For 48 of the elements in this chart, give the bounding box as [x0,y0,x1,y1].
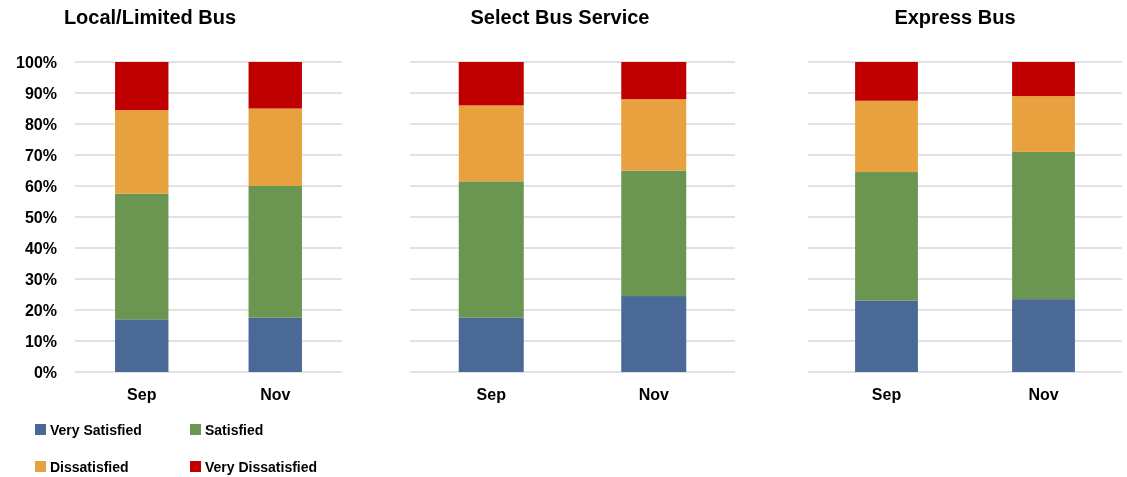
y-tick-label: 0% [33,363,57,381]
y-tick-label: 20% [24,301,57,319]
bar [1012,62,1075,97]
y-tick-label: 40% [24,239,57,257]
bar [248,108,302,186]
bar [621,62,687,100]
bar [855,172,918,301]
bar [855,62,918,101]
bar [1012,299,1075,372]
y-tick-label: 90% [24,84,57,102]
y-tick-label: 10% [24,332,57,350]
bar [1012,151,1075,300]
chart-title: Local/Limited Bus [63,6,237,28]
y-tick-label: 30% [24,270,57,288]
legend-label: Dissatisfied [50,458,129,475]
bar [115,62,169,111]
legend-label: Very Satisfied [50,421,142,438]
bar [248,317,302,372]
x-tick-label: Nov [1028,386,1059,403]
chart-title: Select Bus Service [470,6,650,28]
chart-title: Express Bus [894,6,1016,28]
bar [115,319,169,372]
bar [621,296,687,372]
bar [621,170,687,297]
y-tick-label: 100% [16,53,57,71]
bar [855,100,918,173]
bar [458,317,524,372]
x-tick-label: Sep [871,386,902,403]
y-tick-label: 70% [24,146,57,164]
y-tick-label: 50% [24,208,57,226]
bar [115,193,169,320]
y-tick-label: 80% [24,115,57,133]
bar [248,62,302,109]
bar [621,99,687,171]
bar [458,62,524,106]
x-tick-label: Sep [476,386,507,403]
x-tick-label: Nov [638,386,669,403]
bar [115,110,169,194]
bar [1012,96,1075,152]
y-tick-label: 60% [24,177,57,195]
bar [855,300,918,372]
x-tick-label: Sep [127,386,157,403]
x-tick-label: Nov [260,386,291,403]
legend-label: Satisfied [205,421,264,438]
legend-label: Very Dissatisfied [205,458,318,475]
bar [458,181,524,318]
bar [248,186,302,318]
bar [458,105,524,182]
